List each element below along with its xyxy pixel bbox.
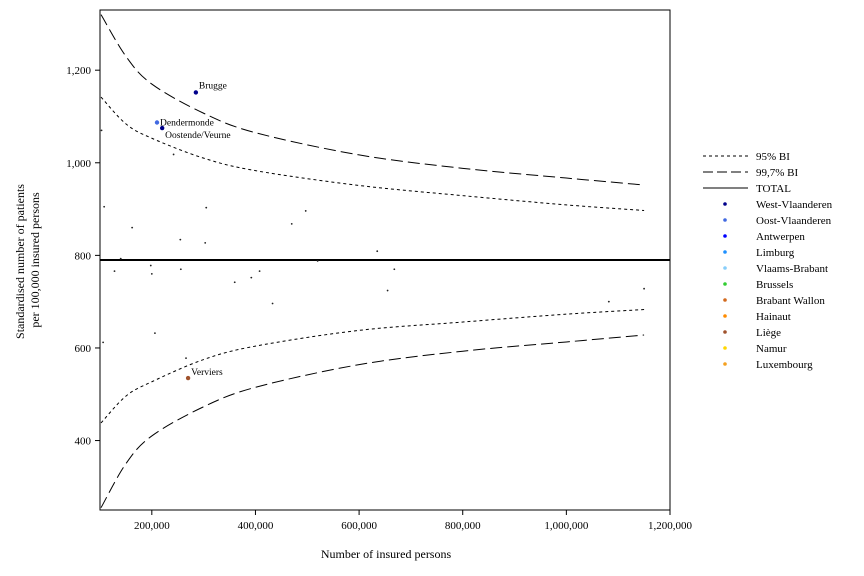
data-point bbox=[393, 268, 396, 271]
legend-marker bbox=[723, 346, 727, 350]
point-label: Oostende/Veurne bbox=[165, 131, 230, 141]
y-axis-title-line-2: per 100,000 insured persons bbox=[28, 192, 42, 328]
legend-marker bbox=[723, 202, 727, 206]
x-tick-label: 200,000 bbox=[134, 520, 170, 532]
data-point bbox=[149, 264, 152, 267]
legend-region-label: Namur bbox=[756, 343, 787, 355]
legend-line-label: 99,7% BI bbox=[756, 167, 799, 179]
data-point bbox=[290, 222, 293, 225]
legend-marker bbox=[723, 266, 727, 270]
x-axis-title: Number of insured persons bbox=[321, 547, 452, 561]
legend-marker bbox=[723, 314, 727, 318]
data-point bbox=[250, 276, 253, 279]
legend-region-label: Vlaams-Brabant bbox=[756, 263, 828, 275]
x-tick-label: 400,000 bbox=[238, 520, 274, 532]
data-point bbox=[179, 268, 182, 271]
data-point bbox=[204, 241, 207, 244]
x-tick-label: 1,200,000 bbox=[648, 520, 693, 532]
y-tick-label: 800 bbox=[75, 250, 92, 262]
legend-marker bbox=[723, 298, 727, 302]
legend-region-label: Limburg bbox=[756, 247, 795, 259]
data-point bbox=[119, 257, 122, 260]
data-point bbox=[113, 270, 116, 273]
legend-region-label: West-Vlaanderen bbox=[756, 199, 833, 211]
point-label: Verviers bbox=[191, 368, 223, 378]
axes: 200,000 400,000 600,000 800,000 1,000,000 1,2… bbox=[66, 65, 692, 532]
legend-marker bbox=[723, 330, 727, 334]
data-point bbox=[607, 300, 610, 303]
y-tick-label: 1,200 bbox=[66, 65, 91, 77]
data-point bbox=[103, 205, 106, 208]
labelled-point bbox=[159, 125, 165, 131]
data-point bbox=[205, 206, 208, 209]
data-point bbox=[102, 341, 105, 344]
data-point bbox=[316, 260, 319, 262]
data-point bbox=[258, 270, 261, 273]
legend-region-label: Luxembourg bbox=[756, 359, 813, 371]
data-point bbox=[154, 332, 156, 335]
ci-997-lower-line bbox=[100, 334, 645, 508]
legend-marker bbox=[723, 362, 727, 366]
data-point bbox=[386, 289, 389, 292]
legend-marker bbox=[723, 218, 727, 222]
x-tick-label: 600,000 bbox=[341, 520, 377, 532]
point-label: Dendermonde bbox=[160, 119, 214, 129]
data-point bbox=[100, 129, 103, 132]
y-tick-label: 600 bbox=[75, 343, 92, 355]
data-point bbox=[304, 210, 307, 212]
legend-line-label: 95% BI bbox=[756, 151, 790, 163]
data-point bbox=[131, 226, 134, 229]
data-point bbox=[376, 250, 379, 253]
plot-content: Brugge Dendermonde Oostende/Veurne Verviers bbox=[100, 14, 670, 508]
labelled-point bbox=[154, 120, 160, 125]
legend-region-label: Hainaut bbox=[756, 311, 791, 323]
data-point bbox=[172, 153, 175, 156]
point-label: Brugge bbox=[199, 81, 227, 91]
legend-region-label: Oost-Vlaanderen bbox=[756, 215, 832, 227]
legend-marker bbox=[723, 234, 727, 238]
data-point bbox=[185, 357, 187, 360]
labelled-point bbox=[193, 90, 199, 95]
legend: 95% BI 99,7% BI TOTAL West-Vlaanderen Oost-V… bbox=[703, 151, 833, 371]
legend-region-label: Antwerpen bbox=[756, 231, 805, 243]
legend-region-label: Brabant Wallon bbox=[756, 295, 825, 307]
x-tick-label: 800,000 bbox=[445, 520, 481, 532]
data-point bbox=[179, 238, 182, 241]
data-point bbox=[271, 302, 274, 305]
legend-marker bbox=[723, 250, 727, 254]
legend-region-label: Liège bbox=[756, 327, 781, 339]
data-point bbox=[233, 281, 236, 284]
legend-region-label: Brussels bbox=[756, 279, 793, 291]
data-point bbox=[150, 272, 153, 275]
y-axis-title: Standardised number of patients per 100,… bbox=[13, 181, 42, 339]
ci-95-upper-line bbox=[100, 96, 645, 211]
legend-line-label: TOTAL bbox=[756, 183, 791, 195]
y-axis-title-line-1: Standardised number of patients bbox=[13, 184, 27, 339]
y-tick-label: 1,000 bbox=[66, 158, 91, 170]
legend-marker bbox=[723, 282, 727, 286]
y-tick-label: 400 bbox=[75, 436, 92, 448]
x-tick-label: 1,000,000 bbox=[544, 520, 589, 532]
ci-95-lower-line bbox=[100, 309, 645, 424]
data-point bbox=[643, 287, 645, 290]
labelled-point bbox=[185, 375, 191, 381]
